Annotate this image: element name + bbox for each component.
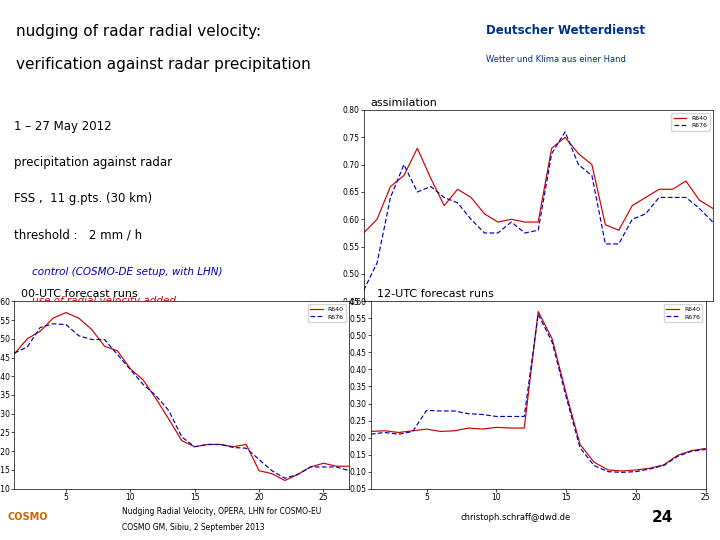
Text: verification against radar precipitation: verification against radar precipitation (16, 57, 310, 72)
Text: Wetter und Klima aus einer Hand: Wetter und Klima aus einer Hand (486, 55, 626, 64)
Text: 00-UTC forecast runs: 00-UTC forecast runs (21, 289, 138, 299)
Text: COSMO GM, Sibiu, 2 September 2013: COSMO GM, Sibiu, 2 September 2013 (122, 523, 265, 532)
Legend: R640, R676: R640, R676 (307, 305, 346, 322)
Bar (4, 499, 90, 536)
Text: 1 – 27 May 2012: 1 – 27 May 2012 (14, 119, 112, 132)
Text: christoph.schraff@dwd.de: christoph.schraff@dwd.de (461, 512, 571, 522)
Text: Deutscher Wetterdienst: Deutscher Wetterdienst (486, 24, 645, 37)
Text: assimilation: assimilation (371, 98, 438, 108)
Legend: R640, R676: R640, R676 (664, 305, 703, 322)
Text: Nudging Radial Velocity, OPERA, LHN for COSMO-EU: Nudging Radial Velocity, OPERA, LHN for … (122, 507, 322, 516)
Text: precipitation against radar: precipitation against radar (14, 156, 173, 169)
Text: use of radial velocity added: use of radial velocity added (32, 295, 176, 306)
Text: FSS ,  11 g.pts. (30 km): FSS , 11 g.pts. (30 km) (14, 192, 153, 205)
Text: nudging of radar radial velocity:: nudging of radar radial velocity: (16, 24, 261, 39)
Text: 12-UTC forecast runs: 12-UTC forecast runs (377, 289, 495, 299)
Text: COSMO: COSMO (7, 512, 48, 522)
Text: threshold :   2 mm / h: threshold : 2 mm / h (14, 228, 143, 241)
Text: 24: 24 (652, 510, 673, 524)
Text: control (COSMO-DE setup, with LHN): control (COSMO-DE setup, with LHN) (32, 267, 223, 277)
Legend: R640, R676: R640, R676 (671, 113, 710, 131)
